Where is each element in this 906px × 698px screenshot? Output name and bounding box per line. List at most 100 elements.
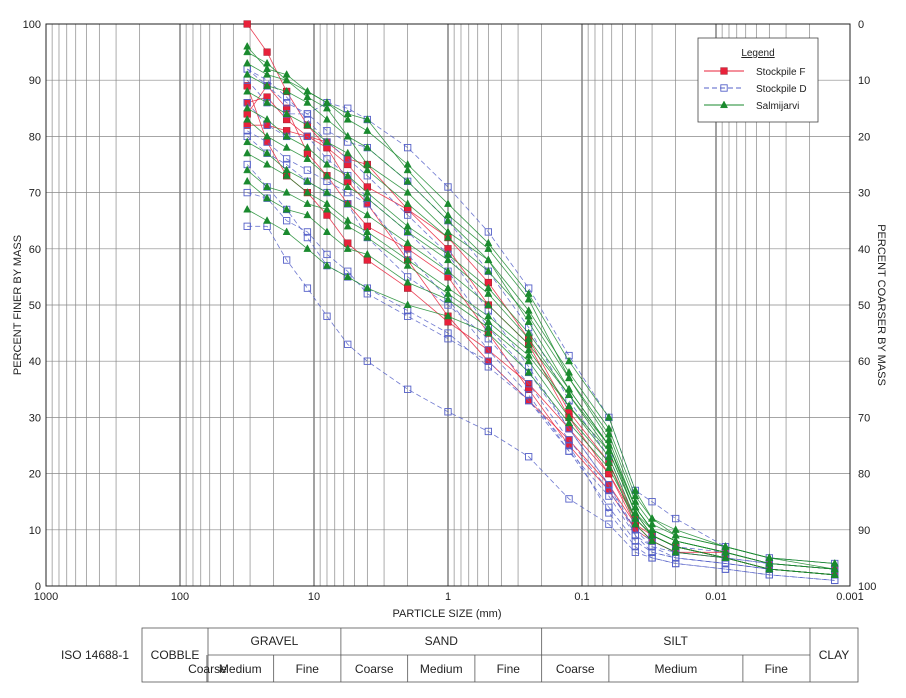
- data-point: [564, 418, 574, 427]
- data-point: [525, 453, 533, 461]
- data-point: [444, 335, 452, 343]
- data-point: [263, 58, 272, 67]
- data-point: [243, 70, 252, 78]
- data-point: [344, 340, 352, 348]
- data-point: [243, 222, 251, 230]
- data-point: [363, 233, 372, 241]
- series-line: [247, 91, 835, 570]
- data-point: [484, 244, 493, 252]
- data-point: [282, 109, 291, 117]
- series-line: [247, 68, 835, 576]
- data-point: [671, 547, 680, 556]
- data-point: [303, 199, 312, 207]
- data-point: [484, 311, 493, 320]
- data-point: [323, 127, 331, 135]
- series-line: [246, 119, 835, 576]
- data-point: [444, 408, 452, 416]
- data-point: [830, 570, 839, 578]
- data-point: [363, 256, 371, 264]
- data-point: [524, 334, 533, 342]
- data-point: [303, 98, 312, 106]
- x-tick-label: 10: [308, 591, 320, 603]
- series-line: [246, 79, 835, 564]
- data-point: [322, 159, 332, 168]
- data-point: [363, 283, 372, 292]
- class-sub-fine: Fine: [497, 662, 521, 676]
- data-point: [404, 385, 412, 393]
- data-point: [631, 537, 639, 545]
- data-point: [303, 120, 312, 129]
- data-point: [322, 261, 332, 269]
- data-point: [564, 367, 574, 376]
- data-point: [648, 519, 657, 528]
- data-point: [648, 498, 656, 506]
- data-point: [322, 204, 332, 213]
- data-point: [303, 143, 312, 151]
- y-tick-label-right: 80: [858, 469, 870, 481]
- series-layer: [243, 20, 839, 585]
- data-point: [303, 154, 312, 162]
- data-point: [263, 216, 272, 224]
- class-sub-fine: Fine: [296, 662, 320, 676]
- series-salmijarvi: [243, 176, 839, 578]
- data-point: [524, 306, 533, 314]
- data-point: [443, 311, 453, 320]
- data-point: [243, 148, 252, 157]
- data-point: [263, 115, 272, 123]
- data-point: [564, 356, 574, 365]
- data-point: [323, 211, 331, 219]
- y-tick-label-left: 80: [29, 131, 41, 143]
- data-point: [363, 126, 372, 134]
- series-line: [246, 102, 835, 570]
- data-point: [484, 363, 492, 371]
- data-point: [363, 165, 372, 174]
- data-point: [322, 199, 332, 207]
- class-sub-coarse: Coarse: [355, 662, 394, 676]
- data-point: [605, 509, 613, 517]
- data-point: [243, 127, 251, 135]
- data-point: [322, 115, 332, 123]
- legend: Legend Stockpile F Stockpile D Salmijarvi: [697, 37, 819, 123]
- class-sub-medium: Medium: [219, 662, 262, 676]
- data-point: [263, 131, 272, 140]
- legend-title: Legend: [741, 48, 774, 59]
- series-salmijarvi: [243, 148, 839, 578]
- data-point: [263, 182, 272, 191]
- series-salmijarvi: [243, 58, 839, 567]
- data-point: [524, 367, 533, 376]
- series-stockpile-d: [243, 65, 839, 579]
- data-point: [564, 390, 574, 398]
- data-point: [604, 424, 613, 432]
- data-point: [524, 311, 533, 320]
- series-stockpile-d: [243, 99, 839, 573]
- data-point: [282, 227, 291, 235]
- data-point: [631, 543, 639, 551]
- data-point: [631, 485, 640, 494]
- data-point: [604, 412, 613, 421]
- y-tick-label-right: 50: [858, 300, 870, 312]
- data-point: [720, 67, 728, 75]
- data-point: [565, 495, 573, 503]
- data-point: [443, 289, 453, 297]
- data-point: [444, 183, 452, 191]
- data-point: [243, 20, 251, 28]
- data-point: [525, 380, 533, 388]
- data-point: [322, 98, 332, 106]
- data-point: [403, 176, 412, 185]
- data-point: [524, 289, 533, 297]
- y-tick-label-right: 40: [858, 244, 870, 256]
- class-sub-fine: Fine: [765, 662, 789, 676]
- data-point: [403, 277, 412, 286]
- data-point: [243, 86, 252, 95]
- data-point: [363, 115, 372, 123]
- class-group-silt: SILT: [663, 634, 688, 648]
- data-point: [243, 204, 252, 213]
- series-stockpile-d: [243, 127, 839, 579]
- data-point: [343, 131, 352, 140]
- class-table-border: [141, 627, 859, 683]
- data-point: [243, 165, 252, 174]
- legend-box: [697, 37, 819, 123]
- data-point: [564, 373, 574, 382]
- data-point: [443, 216, 453, 224]
